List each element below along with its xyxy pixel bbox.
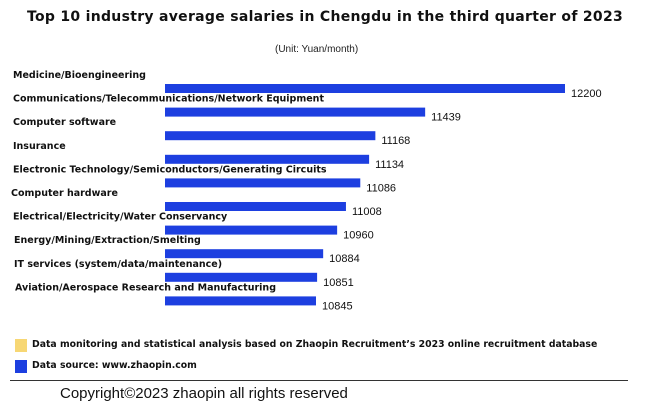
value-label: 11008 [352,206,382,218]
note-swatch-yellow [15,339,27,352]
value-label: 11086 [366,182,396,194]
salary-bar [165,202,346,211]
category-label: IT services (system/data/maintenance) [14,259,222,270]
value-label: 10845 [322,300,353,312]
category-label: Medicine/Bioengineering [13,70,146,81]
category-label: Communications/Telecommunications/Networ… [13,94,324,105]
salary-bar [165,296,316,306]
category-label: Insurance [13,141,66,152]
salary-bar [165,249,324,259]
category-label: Electronic Technology/Semiconductors/Gen… [13,164,327,175]
category-label: Computer hardware [11,188,118,199]
value-label: 10851 [323,277,354,289]
value-label: 10884 [329,253,360,265]
salary-bar [165,154,370,164]
salary-bar-chart: Medicine/Bioengineering 12200 Communicatio… [11,70,602,312]
chart-unit-subtitle: (Unit: Yuan/month) [275,44,359,55]
value-label: 12200 [571,88,602,100]
salary-bar [165,272,318,282]
category-label: Energy/Mining/Extraction/Smelting [14,235,201,246]
value-label: 11439 [431,112,461,124]
category-label: Electrical/Electricity/Water Conservancy [13,212,228,223]
footer-divider [10,380,628,381]
note-methodology-text: Data monitoring and statistical analysis… [32,339,598,350]
value-label: 10960 [343,230,374,242]
salary-bar [165,178,361,188]
category-label: Computer software [13,117,116,128]
value-label: 11134 [375,159,404,171]
category-label: Aviation/Aerospace Research and Manufact… [15,282,276,293]
copyright-text: Copyright©2023 zhaopin all rights reserv… [60,385,348,402]
salary-bar [165,225,338,235]
salary-bar [165,107,426,117]
salary-bar [165,131,376,141]
value-label: 11168 [381,135,410,147]
note-source-text: Data source: www.zhaopin.com [32,360,197,371]
note-swatch-blue [15,360,27,373]
chart-title: Top 10 industry average salaries in Chen… [26,9,624,25]
salary-bar [165,84,565,93]
